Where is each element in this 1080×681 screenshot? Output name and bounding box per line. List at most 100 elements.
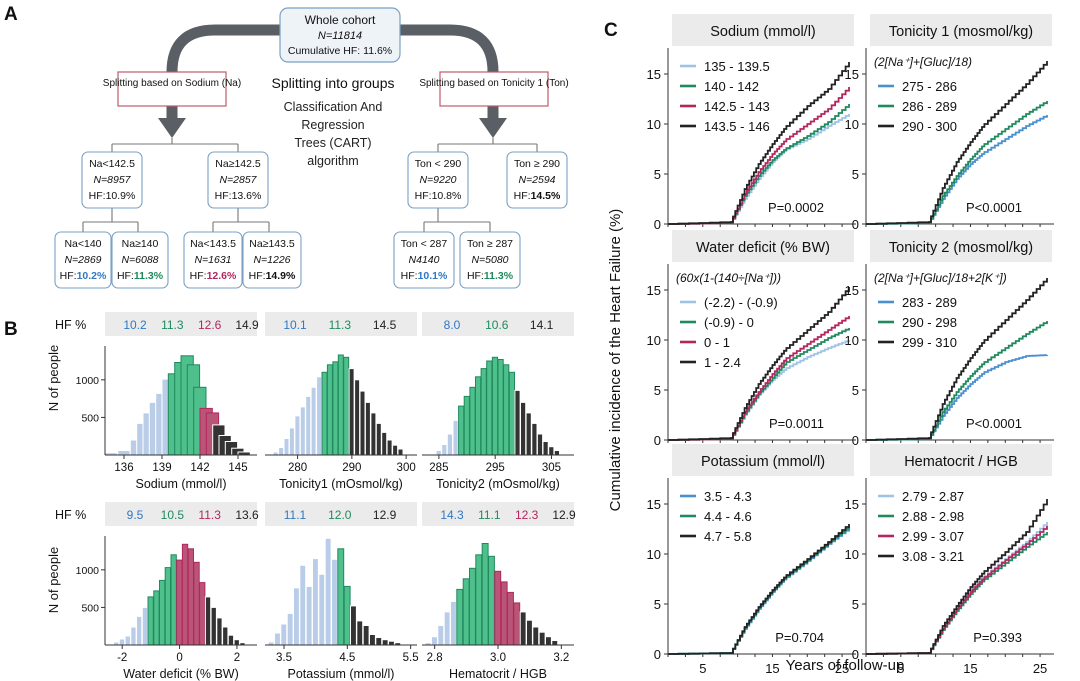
center-line-1: Classification And <box>284 100 383 114</box>
hist-bar <box>293 587 300 646</box>
km-title-bg <box>870 444 1052 476</box>
hist-header-bg <box>105 312 257 336</box>
km-p-value: P<0.0001 <box>966 200 1022 215</box>
km-ytick-label: 15 <box>647 67 661 82</box>
hist-bar <box>486 360 493 456</box>
hist-bar <box>170 554 177 646</box>
km-curve <box>668 62 850 225</box>
svg-text:Na<140: Na<140 <box>64 238 101 250</box>
km-ytick-label: 0 <box>852 217 859 232</box>
hist-bar <box>446 433 453 456</box>
hist-xlabel: Tonicity2 (mOsmol/kg) <box>436 477 560 491</box>
histogram-4: HF % 9.5 10.5 11.3 13.6 -2 0 2 Water deficit (% … <box>55 502 259 681</box>
hist-bar <box>386 439 393 456</box>
hist-bar <box>337 548 345 646</box>
km-ytick-label: 5 <box>852 597 859 612</box>
hist-bar <box>392 444 399 456</box>
hist-bar <box>364 401 371 456</box>
hist-bar <box>294 415 301 456</box>
hist-header-bg <box>265 312 417 336</box>
hist-bar <box>500 581 508 646</box>
km-title-bg <box>672 14 854 46</box>
hist-hf-value: 13.6 <box>235 508 259 522</box>
hist-xlabel: Hematocrit / HGB <box>449 667 547 681</box>
hist-bar <box>469 386 476 456</box>
hist-bar <box>525 412 532 456</box>
hist-bar <box>480 368 487 456</box>
hist-bar <box>299 564 307 646</box>
hist-hf-value: 11.3 <box>198 508 221 522</box>
hist-header-bg <box>422 502 574 526</box>
hist-bar <box>494 570 502 646</box>
km-legend-label: 283 - 289 <box>902 295 957 310</box>
svg-text:Na≥143.5: Na≥143.5 <box>249 238 295 250</box>
hist-bar <box>310 386 317 456</box>
hist-bar <box>443 611 451 646</box>
svg-text:N=9220: N=9220 <box>419 174 456 186</box>
hist-bar <box>481 543 489 646</box>
hist-hf-value: 10.2 <box>123 318 147 332</box>
hist-header-bg <box>105 502 257 526</box>
hist-bar <box>286 612 294 646</box>
hist-bar <box>456 588 464 646</box>
svg-text:Ton ≥ 287: Ton ≥ 287 <box>467 238 513 250</box>
hist-tick-label: 5.5 <box>403 652 419 664</box>
km-subtitle: (2[Na⁺]+[Gluc]/18+2[K⁺]) <box>874 271 1007 285</box>
hist-bar <box>551 640 559 646</box>
km-legend-label: 142.5 - 143 <box>704 99 770 114</box>
hist-tick-label: -2 <box>117 652 127 664</box>
hist-xlabel: Sodium (mmol/l) <box>136 477 227 491</box>
svg-text:HF:10.2%: HF:10.2% <box>60 270 107 282</box>
hist-bar <box>462 578 470 646</box>
km-panel-6: Hematocrit / HGB 0 5 10 15 5 15 25 2.79 - 2.87 2.… <box>845 444 1054 676</box>
node-ton-lt-290: Ton < 290 N=9220 HF:10.8% <box>407 151 469 209</box>
node-na-lt-143-5: Na<143.5 N=1631 HF:12.6% <box>183 231 243 289</box>
svg-text:N=5080: N=5080 <box>471 254 508 266</box>
hist-bar <box>299 406 306 456</box>
hist-bar <box>441 444 448 456</box>
km-legend-label: 299 - 310 <box>902 335 957 350</box>
hist-bar <box>193 561 200 646</box>
km-title: Tonicity 1 (mosmol/kg) <box>889 24 1033 40</box>
hist-bar <box>354 379 361 456</box>
svg-text:Na<142.5: Na<142.5 <box>89 158 135 170</box>
hist-bar <box>375 422 382 456</box>
km-curve <box>668 524 850 655</box>
hist-tick-label: 300 <box>397 462 416 474</box>
panel-label-a: A <box>4 4 18 25</box>
hist-bar <box>463 395 470 456</box>
km-ytick-label: 0 <box>654 217 661 232</box>
hist-bar <box>508 371 515 456</box>
hist-bar <box>553 450 560 456</box>
node-na-ge-143-5: Na≥143.5 N=1226 HF:14.9% <box>242 231 302 289</box>
km-p-value: P=0.0002 <box>768 200 824 215</box>
hist-hf-value: 10.1 <box>283 318 307 332</box>
km-title-bg <box>870 230 1052 262</box>
hist-bar <box>536 433 544 456</box>
hist-bar <box>141 606 149 646</box>
histogram-6: 14.3 11.1 12.3 12.9 2.8 3.0 3.2 Hematocrit / HG… <box>422 502 576 681</box>
arrow-left <box>166 24 280 125</box>
hist-bar <box>331 558 338 646</box>
svg-text:Na≥140: Na≥140 <box>122 238 159 250</box>
km-xtick-label: 15 <box>963 661 977 676</box>
svg-text:Na<143.5: Na<143.5 <box>190 238 236 250</box>
node-ton-lt-287: Ton < 287 N4140 HF:10.1% <box>393 231 455 289</box>
hist-xlabel: Water deficit (% BW) <box>123 667 239 681</box>
hist-bar <box>278 447 285 456</box>
km-ytick-label: 15 <box>647 497 661 512</box>
km-ytick-label: 0 <box>654 647 661 662</box>
hist-bar <box>452 419 459 456</box>
km-legend-label: 140 - 142 <box>704 79 759 94</box>
km-ytick-label: 0 <box>852 433 859 448</box>
hist-hf-value: 12.0 <box>328 508 352 522</box>
km-ytick-label: 5 <box>654 167 661 182</box>
hist-xlabel: Potassium (mmol/l) <box>288 667 395 681</box>
svg-text:N=6088: N=6088 <box>121 254 158 266</box>
km-title-bg <box>672 230 854 262</box>
svg-text:N=2869: N=2869 <box>64 254 101 266</box>
hist-bar <box>181 543 189 646</box>
km-panel-2: Tonicity 1 (mosmol/kg) (2[Na⁺]+[Gluc]/18)… <box>845 14 1054 232</box>
km-title: Potassium (mmol/l) <box>701 454 825 470</box>
hist-bar <box>176 559 183 646</box>
